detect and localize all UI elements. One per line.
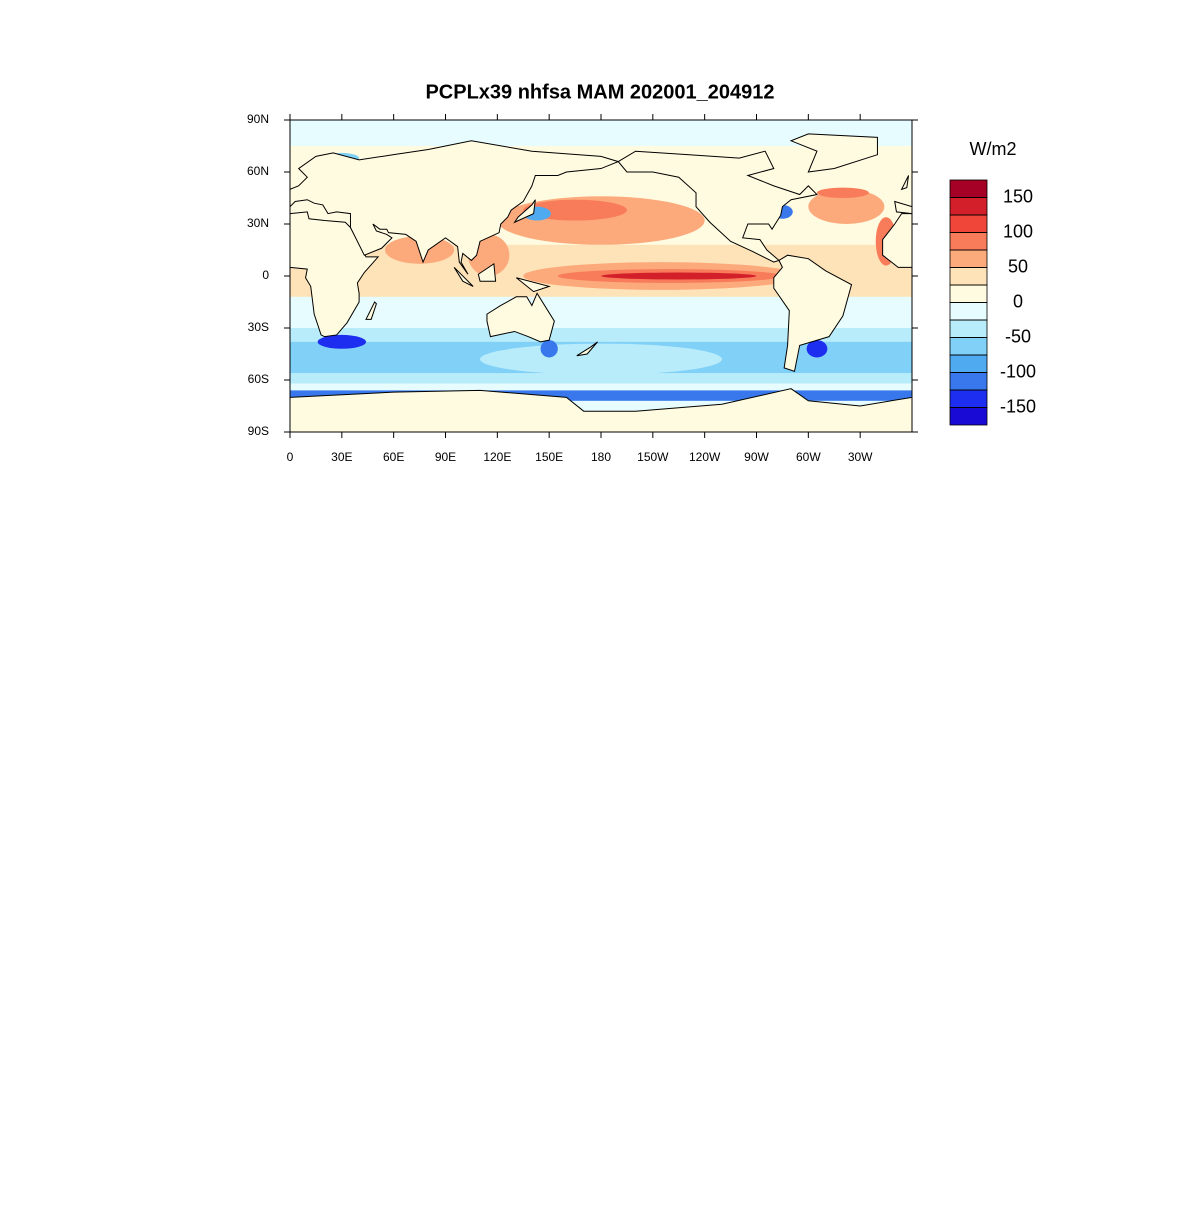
x-tick-label: 60E	[383, 450, 404, 464]
colorbar-box	[949, 214, 988, 233]
colorbar-box	[949, 319, 988, 338]
title: PCPLx39 nhfsa MAM 202001_204912	[425, 81, 774, 103]
colorbar-box	[949, 389, 988, 408]
x-tick-label: 60W	[796, 450, 821, 464]
x-tick-label: 120E	[483, 450, 511, 464]
x-tick-label: 30W	[848, 450, 873, 464]
map	[290, 120, 912, 432]
y-tick-label: 60N	[247, 164, 269, 178]
x-tick-label: 30E	[331, 450, 352, 464]
x-tick-label: 90E	[435, 450, 456, 464]
colorbar-label: 150	[1003, 186, 1033, 206]
x-tick-label: 0	[287, 450, 294, 464]
y-tick-label: 0	[262, 268, 269, 282]
colorbar-label: 0	[1013, 291, 1023, 311]
y-tick-label: 60S	[248, 372, 269, 386]
colorbar-label: 100	[1003, 221, 1033, 241]
colorbar-box	[949, 267, 988, 286]
colorbar-box	[949, 372, 988, 391]
colorbar-title: W/m2	[970, 139, 1017, 159]
colorbar-label: -50	[1005, 326, 1031, 346]
colorbar-box	[949, 354, 988, 373]
x-tick-label: 150E	[535, 450, 563, 464]
colorbar-box	[949, 302, 988, 321]
colorbar-box	[949, 284, 988, 303]
colorbar-label: 50	[1008, 256, 1028, 276]
colorbar-box	[949, 407, 988, 426]
colorbar-box	[949, 337, 988, 356]
coastlines	[290, 134, 912, 432]
y-tick-label: 90S	[248, 424, 269, 438]
y-tick-label: 30S	[248, 320, 269, 334]
x-tick-label: 90W	[744, 450, 769, 464]
y-tick-label: 90N	[247, 112, 269, 126]
colorbar-label: -100	[1000, 361, 1036, 381]
y-tick-label: 30N	[247, 216, 269, 230]
colorbar-label: -150	[1000, 396, 1036, 416]
colorbar-box	[949, 179, 988, 198]
x-tick-label: 120W	[689, 450, 721, 464]
colorbar-box	[949, 232, 988, 251]
colorbar-box	[949, 197, 988, 216]
x-tick-label: 180	[591, 450, 611, 464]
colorbar-box	[949, 249, 988, 268]
x-tick-label: 150W	[637, 450, 669, 464]
